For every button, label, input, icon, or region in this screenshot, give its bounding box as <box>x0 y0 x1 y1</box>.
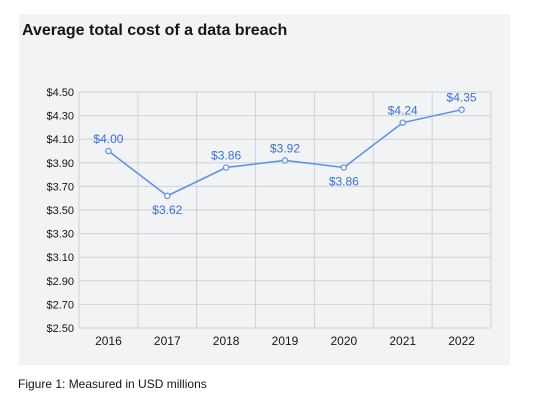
y-tick-label: $3.50 <box>46 205 74 217</box>
data-label: $3.86 <box>211 149 241 163</box>
y-tick-label: $3.90 <box>46 158 74 170</box>
chart-title: Average total cost of a data breach <box>22 22 288 39</box>
data-point <box>222 164 230 171</box>
data-point <box>458 106 465 113</box>
data-label: $3.62 <box>152 203 182 217</box>
x-tick-label: 2016 <box>95 334 122 348</box>
data-point <box>281 157 289 164</box>
data-label: $4.00 <box>93 132 123 146</box>
data-label: $3.92 <box>270 141 300 155</box>
y-tick-label: $3.30 <box>46 229 74 241</box>
figure-caption: Figure 1: Measured in USD millions <box>18 377 207 391</box>
y-tick-label: $4.30 <box>46 111 74 123</box>
x-tick-label: 2019 <box>272 334 299 348</box>
y-tick-label: $2.90 <box>46 276 74 288</box>
data-point <box>164 192 171 200</box>
y-tick-label: $4.10 <box>46 134 74 146</box>
y-tick-label: $4.50 <box>46 87 74 99</box>
data-label: $4.35 <box>447 91 477 105</box>
x-tick-label: 2021 <box>389 334 416 348</box>
data-label: $4.24 <box>388 104 418 118</box>
chart-panel <box>19 14 510 365</box>
y-tick-label: $3.70 <box>46 181 74 193</box>
x-tick-label: 2017 <box>154 334 181 348</box>
x-tick-label: 2022 <box>448 334 475 348</box>
x-tick-label: 2018 <box>213 334 240 348</box>
data-label: $3.86 <box>329 175 359 189</box>
data-point <box>399 119 406 126</box>
x-tick-label: 2020 <box>331 334 358 348</box>
data-point <box>340 164 348 171</box>
y-tick-label: $2.50 <box>46 323 74 335</box>
y-tick-label: $2.70 <box>46 299 74 311</box>
data-point <box>105 147 112 155</box>
y-tick-label: $3.10 <box>46 252 74 264</box>
